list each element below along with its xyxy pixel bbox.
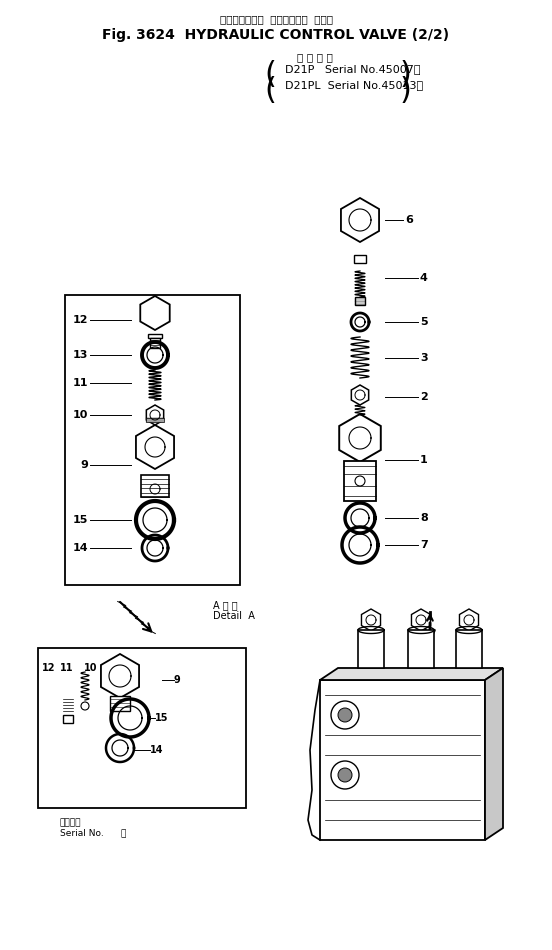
Text: 15: 15 [73, 515, 88, 525]
Bar [38, 648, 246, 808]
Bar [110, 696, 130, 711]
Bar [358, 630, 384, 668]
Bar [320, 680, 485, 840]
Text: ハイドロリック  コントロール  バルブ: ハイドロリック コントロール バルブ [220, 14, 332, 24]
Polygon shape [351, 385, 369, 405]
Polygon shape [101, 654, 139, 698]
Bar [150, 338, 160, 348]
Text: 1: 1 [420, 455, 428, 465]
Polygon shape [146, 405, 163, 425]
Bar [456, 630, 482, 668]
Text: D21P   Serial No.45007～: D21P Serial No.45007～ [285, 64, 421, 74]
Text: A 詳 細: A 詳 細 [213, 600, 237, 610]
Text: ): ) [399, 76, 411, 105]
Polygon shape [341, 198, 379, 242]
Circle shape [355, 476, 365, 486]
Circle shape [338, 708, 352, 722]
Bar [408, 630, 434, 668]
Text: (: ( [264, 76, 276, 105]
Bar [354, 255, 366, 263]
Text: 11: 11 [60, 663, 73, 673]
Text: D21PL  Serial No.45013～: D21PL Serial No.45013～ [285, 80, 423, 90]
Polygon shape [362, 609, 380, 631]
Polygon shape [339, 414, 381, 462]
Text: 適用号機: 適用号機 [60, 818, 82, 827]
Text: Fig. 3624  HYDRAULIC CONTROL VALVE (2/2): Fig. 3624 HYDRAULIC CONTROL VALVE (2/2) [103, 28, 449, 42]
Text: Detail  A: Detail A [213, 611, 255, 621]
Text: ): ) [399, 60, 411, 89]
Polygon shape [320, 668, 503, 680]
Text: 4: 4 [420, 273, 428, 283]
Polygon shape [411, 609, 431, 631]
Text: 2: 2 [420, 392, 428, 402]
Circle shape [338, 768, 352, 782]
Text: 12: 12 [72, 315, 88, 325]
Text: 15: 15 [155, 713, 168, 723]
Text: 14: 14 [150, 745, 163, 755]
Text: 7: 7 [420, 540, 428, 550]
Text: 13: 13 [73, 350, 88, 360]
Bar [344, 461, 376, 501]
Bar [146, 418, 164, 422]
Text: 5: 5 [420, 317, 428, 327]
Polygon shape [140, 296, 169, 330]
Bar [65, 295, 240, 585]
Polygon shape [485, 668, 503, 840]
Text: 10: 10 [73, 410, 88, 420]
Text: 6: 6 [405, 215, 413, 225]
Polygon shape [136, 425, 174, 469]
Text: 10: 10 [83, 663, 97, 673]
Text: (: ( [264, 60, 276, 89]
Bar [141, 475, 169, 497]
Text: 12: 12 [41, 663, 55, 673]
Bar [63, 715, 73, 723]
Text: 11: 11 [72, 378, 88, 388]
Circle shape [81, 702, 89, 710]
Circle shape [331, 761, 359, 789]
Text: 3: 3 [420, 353, 428, 363]
Text: 8: 8 [420, 513, 428, 523]
Circle shape [331, 701, 359, 729]
Text: 9: 9 [174, 675, 181, 685]
Text: 9: 9 [80, 460, 88, 470]
Text: Serial No.      ～: Serial No. ～ [60, 828, 126, 837]
Text: 適 用 号 機: 適 用 号 機 [297, 52, 333, 62]
Text: 14: 14 [72, 543, 88, 553]
Polygon shape [459, 609, 479, 631]
Bar [355, 297, 365, 305]
Bar [148, 334, 162, 338]
